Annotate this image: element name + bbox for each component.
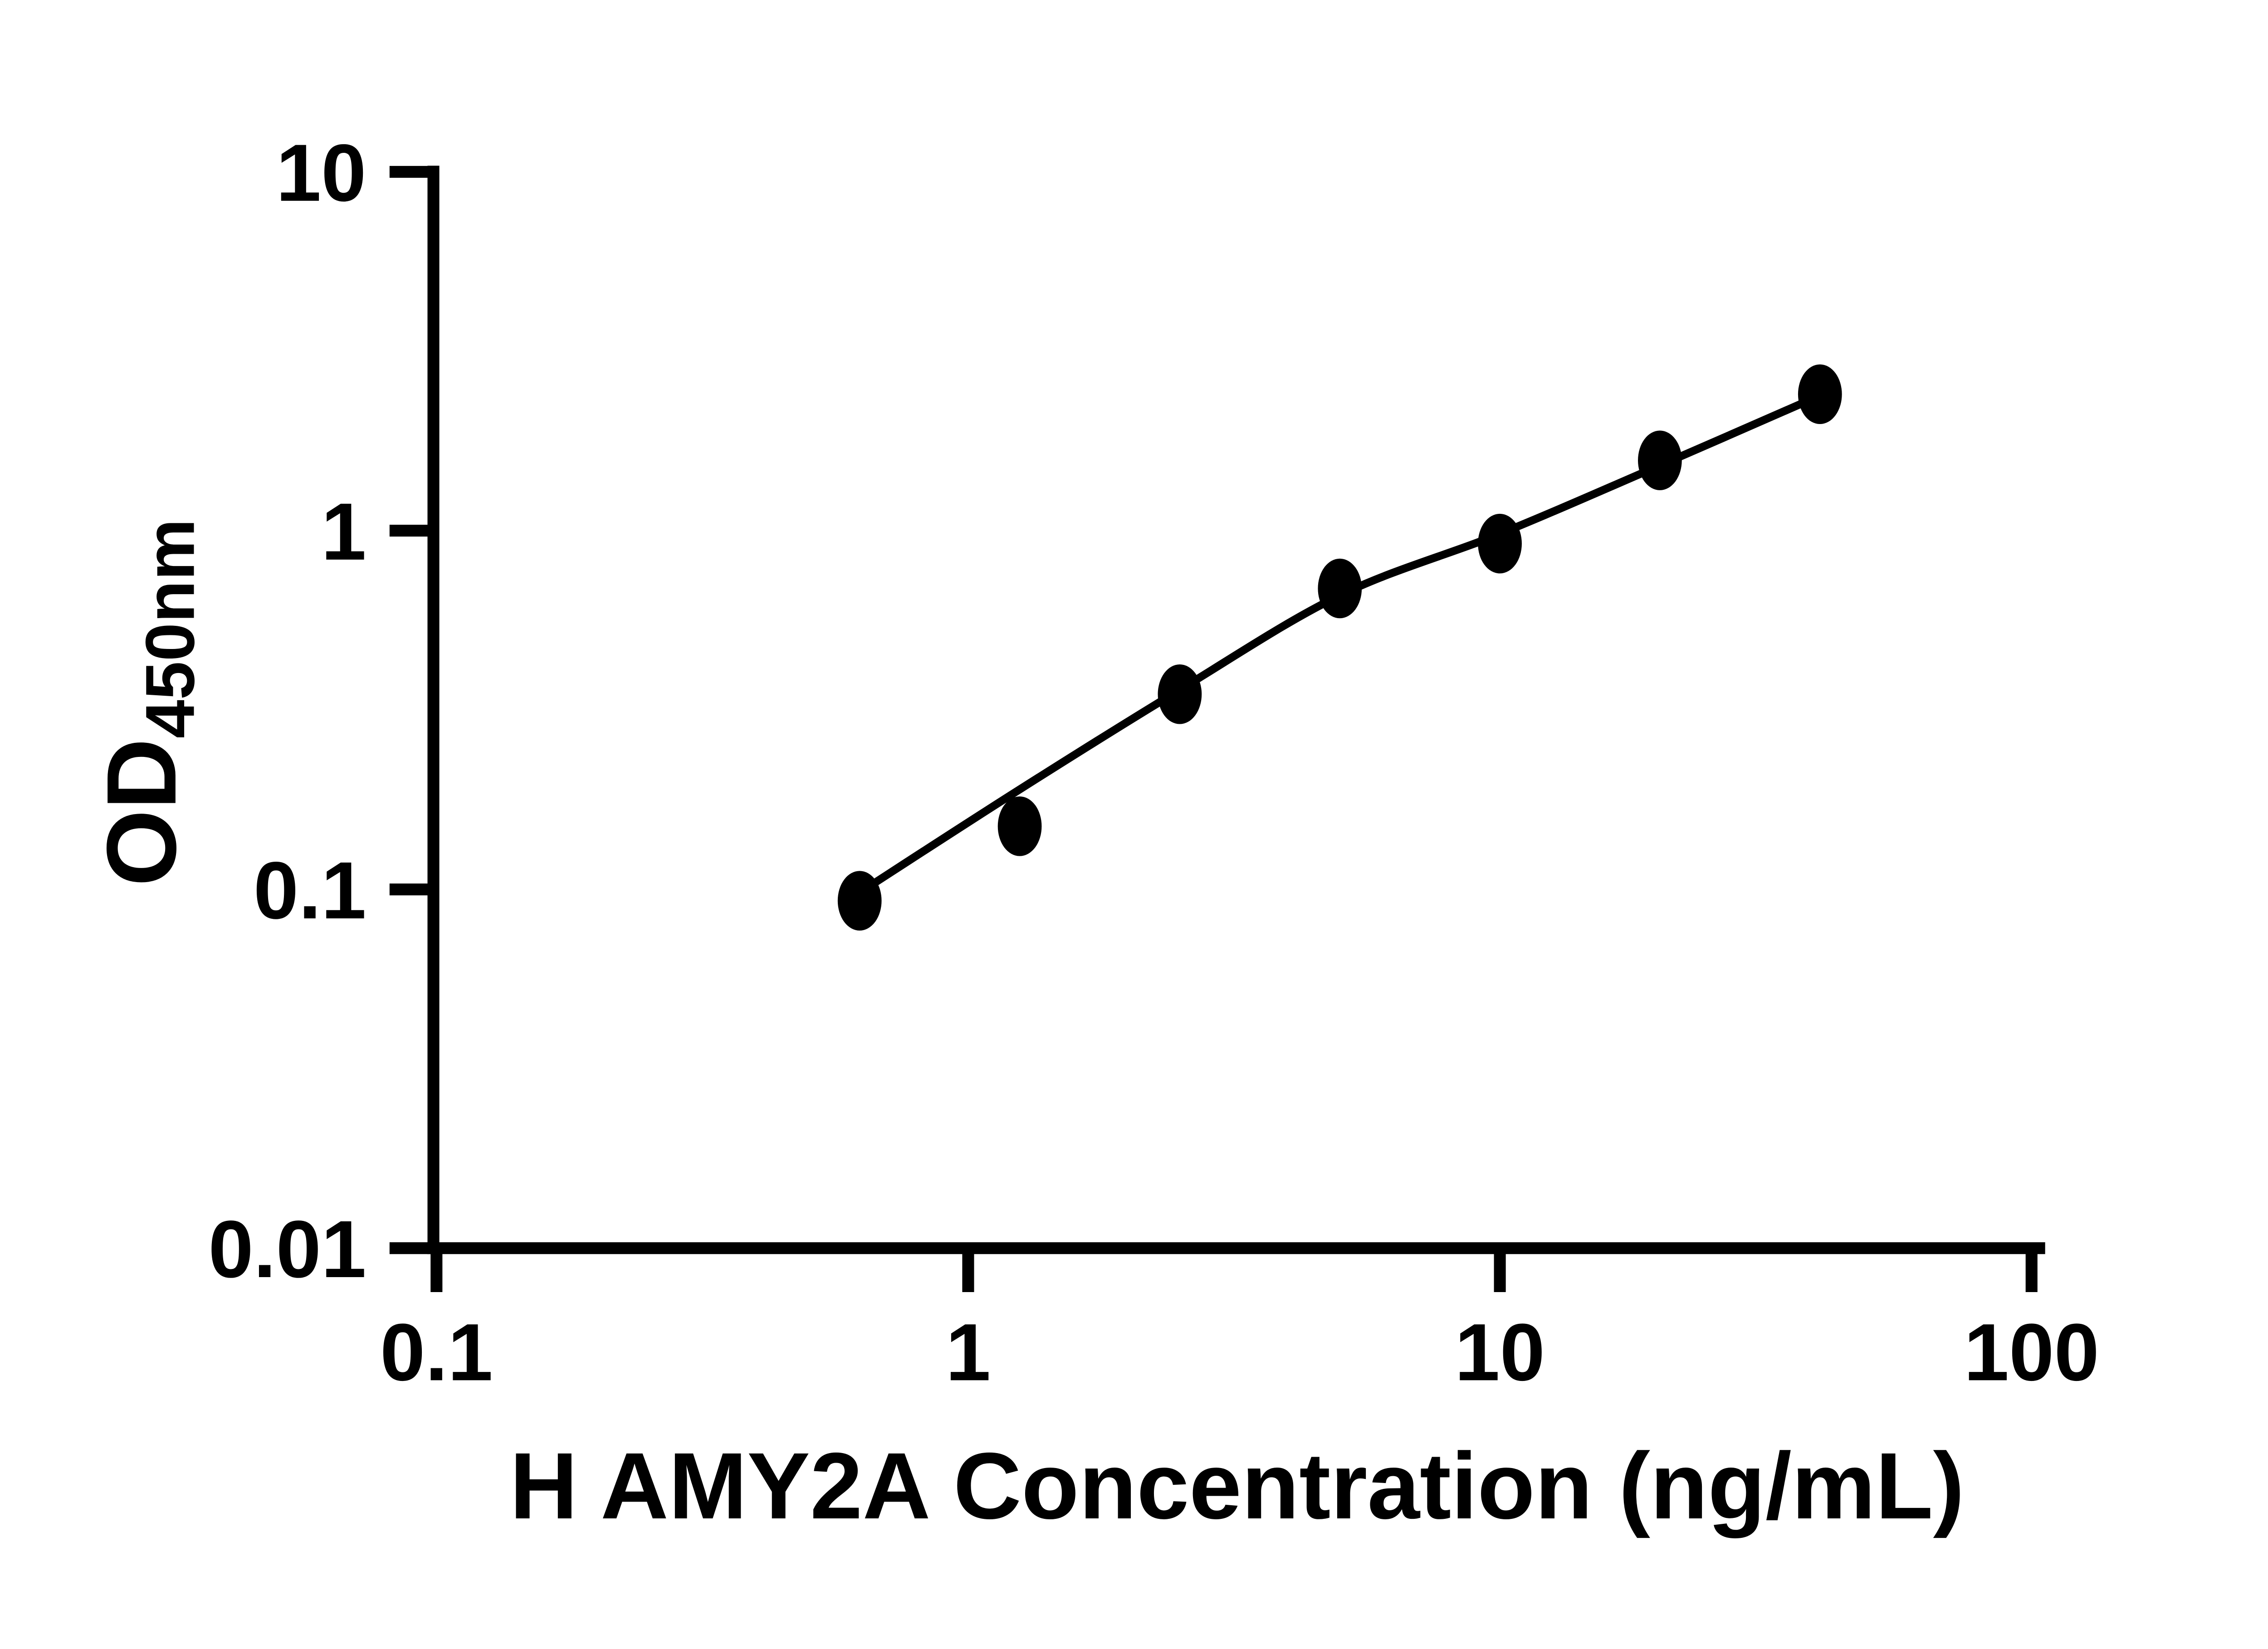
x-tick-label-100: 100: [1964, 1307, 2099, 1397]
data-point-2.5: [1158, 664, 1202, 724]
x-axis-title: H AMY2A Concentration (ng/mL): [510, 1434, 1965, 1539]
x-tick-label-10: 10: [1455, 1307, 1545, 1397]
data-point-10: [1478, 513, 1522, 574]
data-point-0.625: [837, 871, 882, 931]
y-axis-title-subscript: 450nm: [132, 519, 209, 738]
data-point-20: [1638, 430, 1682, 490]
y-axis-title: OD450nm: [87, 519, 209, 887]
y-tick-label-1: 1: [321, 486, 367, 577]
y-tick-label-10: 10: [276, 127, 367, 218]
x-tick-label-0.1: 0.1: [380, 1307, 493, 1397]
data-point-40: [1798, 364, 1842, 424]
y-axis-title-main: OD: [87, 738, 197, 886]
y-tick-label-0.01: 0.01: [208, 1204, 366, 1294]
data-point-1.25: [997, 796, 1042, 856]
data-point-5: [1318, 558, 1362, 619]
y-tick-label-0.1: 0.1: [254, 845, 367, 936]
x-tick-label-1: 1: [946, 1307, 991, 1397]
